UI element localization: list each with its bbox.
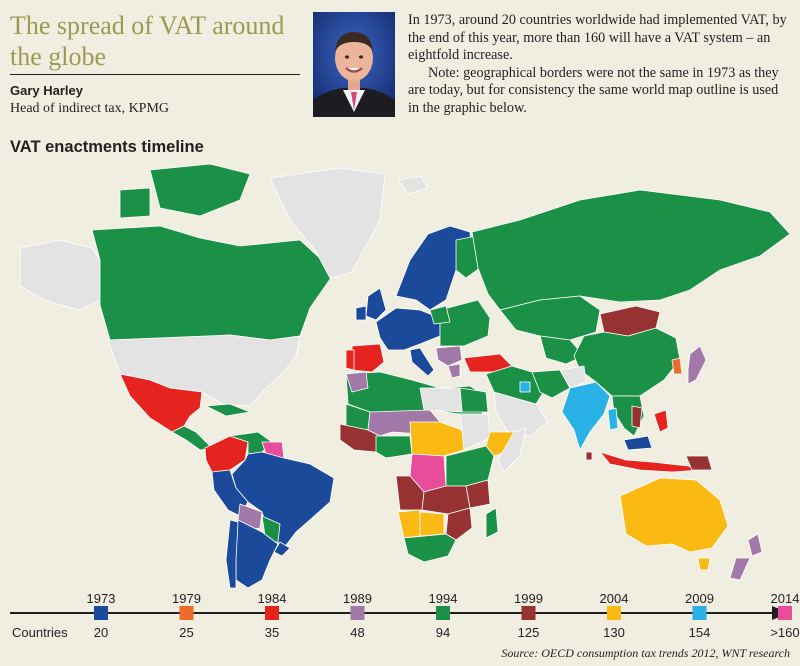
region-caribbean	[205, 403, 251, 417]
region-alaska	[19, 239, 101, 311]
author-portrait	[313, 12, 395, 117]
portrait-image	[313, 12, 395, 117]
region-thailand	[607, 407, 619, 431]
region-gulf	[519, 381, 531, 393]
region-new-zealand	[729, 533, 763, 581]
region-balkans	[435, 345, 463, 367]
region-kazakhstan	[499, 295, 601, 341]
timeline-year-1989: 1989	[343, 591, 372, 606]
timeline-count-1994: 94	[436, 625, 450, 640]
intro-text: In 1973, around 20 countries worldwide h…	[408, 12, 792, 117]
region-south-africa	[403, 533, 457, 563]
region-uk	[365, 287, 387, 321]
region-greenland	[269, 167, 386, 279]
region-sri-lanka	[585, 451, 593, 461]
region-portugal	[345, 349, 355, 371]
region-indonesia	[599, 451, 701, 473]
timeline-year-2009: 2009	[685, 591, 714, 606]
timeline-count-1999: 125	[518, 625, 540, 640]
region-tasmania	[697, 557, 711, 571]
timeline-year-2004: 2004	[600, 591, 629, 606]
region-sudan	[459, 413, 491, 451]
region-ireland	[355, 305, 367, 321]
region-canada-islands	[119, 163, 251, 219]
timeline-swatch-2009	[692, 606, 707, 620]
region-poland	[429, 305, 451, 325]
timeline-count-2004: 130	[603, 625, 625, 640]
timeline-count-1984: 35	[265, 625, 279, 640]
page-title: The spread of VAT around the globe	[10, 11, 285, 71]
region-italy	[409, 347, 435, 377]
timeline: Countries 1973 20 1979 25 1984 35 1989 48 1994 94…	[10, 591, 800, 640]
region-greece	[447, 363, 461, 379]
timeline-swatch-1989	[350, 606, 365, 620]
timeline-count-2014: >160	[770, 625, 799, 640]
timeline-entries: 1973 20 1979 25 1984 35 1989 48 1994 94 1999 125 200…	[87, 591, 800, 640]
timeline-swatch-2014	[778, 606, 792, 620]
intro-note: Note: geographical borders were not the …	[408, 64, 779, 116]
region-vietnam	[631, 405, 643, 429]
region-somalia	[497, 427, 527, 473]
region-canada	[91, 225, 336, 341]
region-central-africa	[409, 421, 465, 457]
region-mozambique	[445, 507, 473, 541]
region-chile	[225, 519, 239, 589]
region-morocco	[345, 371, 369, 393]
intro-paragraph: In 1973, around 20 countries worldwide h…	[408, 12, 787, 63]
region-central-america	[171, 425, 213, 451]
region-egypt	[459, 387, 489, 413]
region-png	[685, 455, 713, 471]
timeline-swatch-1979	[179, 606, 194, 620]
timeline-count-1989: 48	[350, 625, 364, 640]
region-spain	[351, 343, 385, 373]
timeline-swatch-1973	[94, 606, 108, 620]
region-western-europe	[375, 307, 441, 351]
region-philippines	[653, 409, 669, 433]
title-divider	[10, 74, 300, 75]
source-note: Source: OECD consumption tax trends 2012…	[501, 646, 790, 660]
region-india	[561, 381, 611, 451]
timeline-swatch-1994	[436, 606, 450, 620]
region-iceland	[397, 175, 429, 195]
timeline-swatch-2004	[607, 606, 621, 620]
region-malaysia	[623, 435, 653, 451]
region-russia	[471, 189, 791, 311]
region-botswana	[419, 511, 445, 537]
timeline-year-2014: 2014	[771, 591, 800, 606]
region-uruguay	[273, 541, 291, 557]
region-central-asia	[539, 335, 585, 365]
timeline-swatch-1984	[265, 606, 279, 620]
timeline-year-1973: 1973	[87, 591, 116, 606]
region-arabia	[493, 391, 549, 437]
timeline-axis-label: Countries	[12, 625, 68, 640]
timeline-year-1994: 1994	[429, 591, 458, 606]
timeline-year-1984: 1984	[258, 591, 287, 606]
timeline-count-1979: 25	[179, 625, 193, 640]
region-mexico	[119, 373, 203, 433]
map-title: VAT enactments timeline	[10, 138, 204, 156]
author-role: Head of indirect tax, KPMG	[10, 101, 170, 116]
timeline-year-1979: 1979	[172, 591, 201, 606]
author-name: Gary Harley	[10, 83, 83, 98]
region-afghanistan	[559, 365, 587, 389]
world-map	[19, 163, 791, 589]
region-japan	[687, 345, 707, 385]
timeline-swatch-1999	[521, 606, 536, 620]
region-iran	[531, 369, 571, 399]
region-nigeria	[375, 435, 413, 459]
timeline-year-1999: 1999	[514, 591, 543, 606]
timeline-count-2009: 154	[689, 625, 711, 640]
region-australia	[619, 477, 729, 553]
region-namibia	[397, 509, 421, 539]
region-madagascar	[485, 507, 499, 539]
region-libya	[419, 387, 463, 413]
timeline-count-1973: 20	[94, 625, 108, 640]
region-eastern-europe	[439, 299, 491, 347]
region-korea	[671, 357, 683, 375]
